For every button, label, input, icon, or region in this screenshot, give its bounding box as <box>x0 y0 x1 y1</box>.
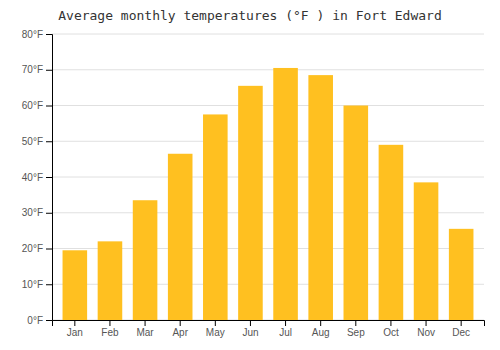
y-tick: 60°F <box>22 100 52 111</box>
chart-container: Average monthly temperatures (°F ) in Fo… <box>0 0 500 350</box>
bars <box>63 68 474 320</box>
grid-line <box>52 105 484 106</box>
y-tick-label: 80°F <box>22 29 43 40</box>
x-axis: Jan Feb Mar Apr May Jun Jul Aug Sep Oct Nov Dec <box>53 320 485 338</box>
x-tick-label: Mar <box>136 327 154 338</box>
y-tick: 70°F <box>22 64 52 75</box>
x-axis-line <box>53 321 485 327</box>
y-tick-mark <box>46 34 52 35</box>
x-tick-label: Jul <box>279 327 292 338</box>
x-tick: Aug <box>312 320 330 338</box>
chart-title: Average monthly temperatures (°F ) in Fo… <box>58 8 442 23</box>
y-tick-label: 20°F <box>22 243 43 254</box>
bar <box>344 106 369 321</box>
x-tick-mark <box>109 320 110 326</box>
y-tick-mark <box>46 249 52 250</box>
x-tick-label: May <box>206 327 225 338</box>
y-tick-mark <box>46 284 52 285</box>
y-tick-mark <box>46 141 52 142</box>
x-tick-label: Nov <box>417 327 435 338</box>
bar <box>203 114 228 320</box>
y-tick-label: 30°F <box>22 207 43 218</box>
x-tick-mark <box>355 320 356 326</box>
x-tick: Nov <box>417 320 435 338</box>
x-tick-mark <box>320 320 321 326</box>
y-tick: 10°F <box>22 279 52 290</box>
x-tick: Dec <box>452 320 470 338</box>
x-tick-mark <box>145 320 146 326</box>
y-axis-line <box>46 35 53 321</box>
bar <box>133 200 158 320</box>
y-tick: 40°F <box>22 172 52 183</box>
y-tick-label: 40°F <box>22 172 43 183</box>
x-tick: Oct <box>383 320 399 338</box>
y-tick-label: 70°F <box>22 64 43 75</box>
x-tick-label: Oct <box>383 327 399 338</box>
x-tick-label: Sep <box>347 327 365 338</box>
x-tick-mark <box>74 320 75 326</box>
y-tick: 50°F <box>22 136 52 147</box>
x-tick-label: Jan <box>67 327 83 338</box>
y-tick-mark <box>46 320 52 321</box>
grid-line <box>52 177 484 178</box>
y-tick: 0°F <box>27 315 52 326</box>
y-tick-label: 10°F <box>22 279 43 290</box>
y-tick-mark <box>46 106 52 107</box>
x-tick: Apr <box>172 320 188 338</box>
bar <box>379 145 404 320</box>
x-tick-mark <box>180 320 181 326</box>
x-tick-label: Feb <box>101 327 119 338</box>
x-tick-label: Jun <box>242 327 258 338</box>
x-tick: Jan <box>67 320 83 338</box>
y-tick-mark <box>46 213 52 214</box>
x-tick-mark <box>426 320 427 326</box>
x-tick: Mar <box>136 320 154 338</box>
bar <box>414 182 439 320</box>
y-tick-mark <box>46 70 52 71</box>
y-tick-label: 50°F <box>22 136 43 147</box>
grid-line <box>52 141 484 142</box>
plot-area: 0°F 10°F 20°F 30°F 40°F 50°F 60°F 70°F 80°F Jan Fe… <box>22 29 485 338</box>
x-tick-mark <box>215 320 216 326</box>
bar <box>273 68 298 320</box>
x-tick-mark <box>461 320 462 326</box>
y-tick-mark <box>46 177 52 178</box>
x-tick: Feb <box>101 320 119 338</box>
x-tick-label: Apr <box>172 327 188 338</box>
x-tick-label: Dec <box>452 327 470 338</box>
y-tick-label: 0°F <box>27 315 43 326</box>
bar <box>449 229 474 320</box>
bar <box>238 86 263 320</box>
grid-line <box>52 69 484 70</box>
x-tick: Jul <box>279 320 292 338</box>
x-tick-label: Aug <box>312 327 330 338</box>
grid <box>52 34 484 320</box>
y-tick: 80°F <box>22 29 52 40</box>
y-tick: 30°F <box>22 207 52 218</box>
y-axis: 0°F 10°F 20°F 30°F 40°F 50°F 60°F 70°F 80°F <box>22 29 53 326</box>
bar <box>98 241 123 320</box>
x-tick-mark <box>285 320 286 326</box>
x-tick: Jun <box>242 320 258 338</box>
chart-svg: Average monthly temperatures (°F ) in Fo… <box>0 0 500 350</box>
x-tick-mark <box>250 320 251 326</box>
x-tick: May <box>206 320 225 338</box>
x-tick-mark <box>390 320 391 326</box>
bar <box>63 250 88 320</box>
y-tick: 20°F <box>22 243 52 254</box>
bar <box>168 154 193 320</box>
grid-line <box>52 34 484 35</box>
x-tick: Sep <box>347 320 365 338</box>
y-tick-label: 60°F <box>22 100 43 111</box>
bar <box>308 75 333 320</box>
